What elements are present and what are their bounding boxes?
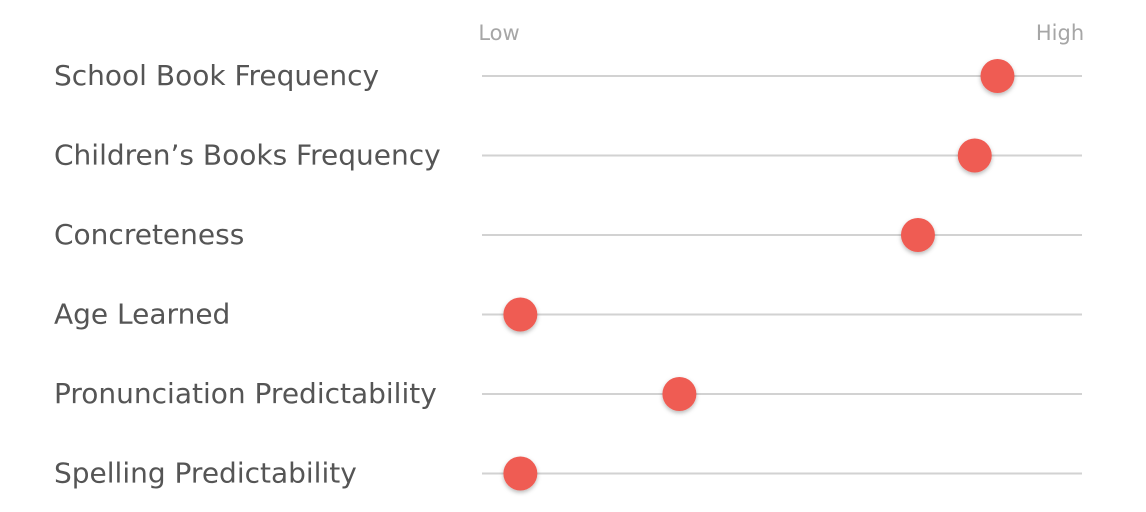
row-label: Children’s Books Frequency (54, 139, 441, 172)
data-point (900, 218, 935, 252)
data-point (503, 297, 538, 332)
row-label: School Book Frequency (54, 59, 379, 92)
scale-high-label: High (1036, 21, 1084, 45)
row-label: Age Learned (54, 298, 230, 331)
data-point (980, 59, 1015, 93)
chart-rows: School Book Frequency Children’s Books Fr… (54, 59, 1082, 491)
row-label: Pronunciation Predictability (54, 377, 437, 410)
data-point (662, 377, 697, 411)
scale-low-label: Low (478, 21, 519, 45)
data-point (957, 138, 992, 173)
row-label: Spelling Predictability (54, 457, 357, 490)
data-point (503, 456, 538, 491)
row-label: Concreteness (54, 218, 244, 251)
